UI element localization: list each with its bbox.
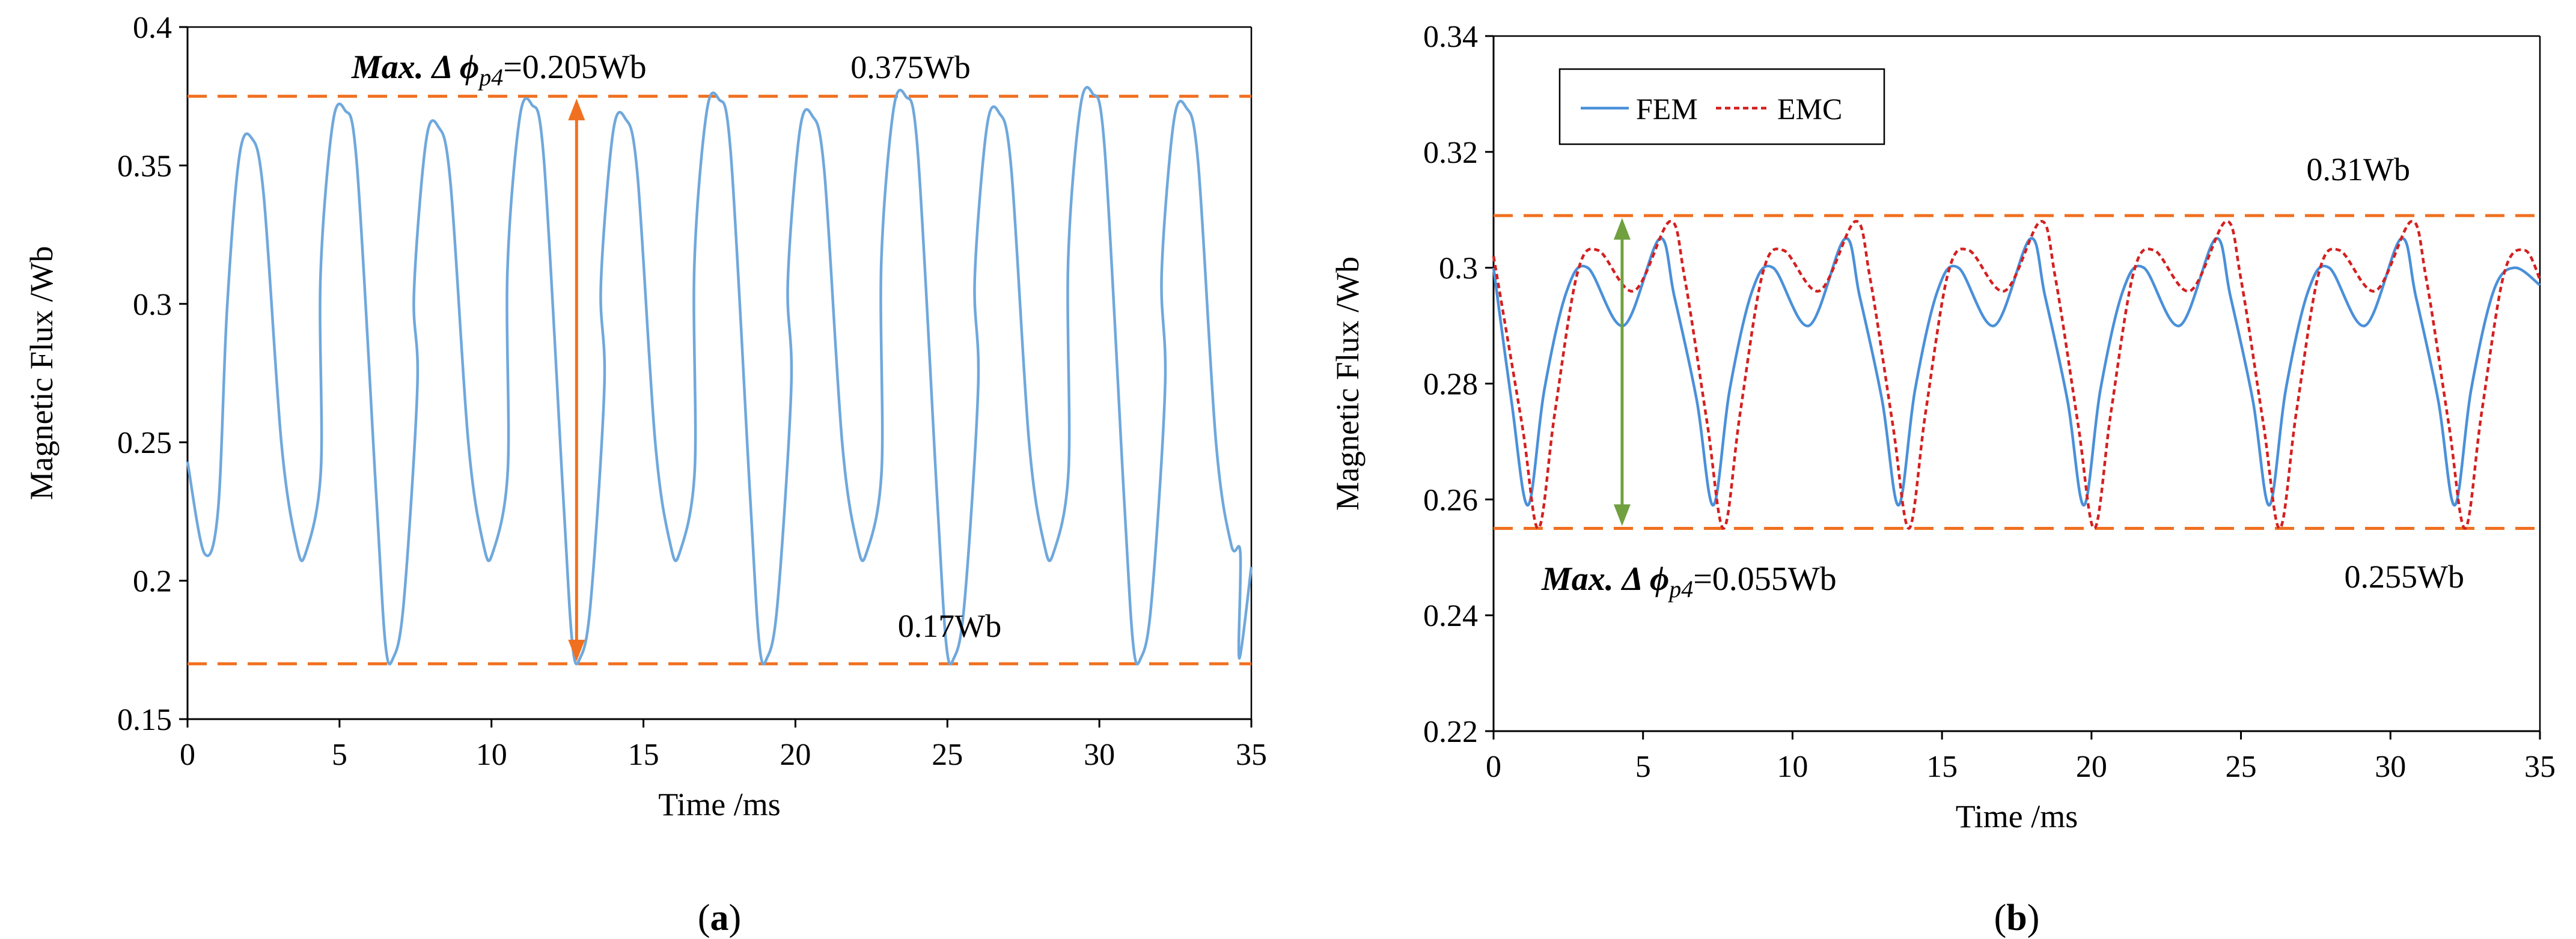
panel-a-x-tick-label: 10 <box>476 738 507 772</box>
chart-panel-a: 0.15 0.2 0.25 0.3 0.35 0.4 0 5 10 15 20 25 30 35 Time … <box>23 11 1267 938</box>
panel-b-x-tick-label: 10 <box>1777 750 1808 784</box>
panel-b-series-fem-line <box>1492 237 2541 507</box>
panel-b-y-tick-label: 0.3 <box>1439 252 1478 286</box>
panel-b-y-tick-label: 0.24 <box>1423 599 1478 633</box>
panel-a-x-tick-label: 5 <box>332 738 347 772</box>
panel-b-x-tick-label: 20 <box>2076 750 2107 784</box>
panel-b-range-arrow-head-bottom <box>1613 504 1631 526</box>
panel-a-x-tick-label: 35 <box>1236 738 1267 772</box>
panel-b-legend-label-fem: FEM <box>1636 92 1698 126</box>
panel-b-legend-label-emc: EMC <box>1777 92 1842 126</box>
panel-a-range-arrow-head-bottom <box>568 639 585 661</box>
panel-a-x-tick-label: 15 <box>628 738 659 772</box>
panel-a-y-tick-label: 0.15 <box>117 703 172 737</box>
panel-a-y-tick-label: 0.4 <box>133 11 172 45</box>
panel-b-x-tick-label: 0 <box>1486 750 1501 784</box>
panel-b-panel-label: (b) <box>1994 898 2040 938</box>
panel-a-x-tick-label: 0 <box>180 738 195 772</box>
panel-b-y-tick-label: 0.34 <box>1423 20 1478 54</box>
panel-a-x-tick-label: 30 <box>1084 738 1115 772</box>
panel-b-y-axis-label: Magnetic Flux /Wb <box>1329 257 1366 511</box>
panel-b-guide-label-min: 0.255Wb <box>2345 559 2464 595</box>
panel-a-y-axis-label: Magnetic Flux /Wb <box>23 246 60 500</box>
panel-b-guide-label-max: 0.31Wb <box>2307 151 2410 187</box>
panel-a-panel-label: (a) <box>698 898 741 938</box>
panel-a-guide-label-min: 0.17Wb <box>898 608 1001 644</box>
panel-b-x-tick-label: 30 <box>2375 750 2406 784</box>
panel-b-legend-box <box>1558 68 1885 145</box>
panel-a-y-tick-label: 0.35 <box>117 149 172 183</box>
panel-b-max-delta-annotation: Max. Δ ϕp4=0.055Wb <box>1541 561 1837 603</box>
panel-a-series-fem-line <box>186 86 1253 666</box>
panel-b-y-tick-label: 0.22 <box>1423 715 1478 749</box>
panel-b-y-tick-label: 0.32 <box>1423 136 1478 170</box>
panel-b-x-tick-label: 35 <box>2524 750 2556 784</box>
panel-a-x-tick-label: 20 <box>780 738 811 772</box>
panel-a-guide-label-max: 0.375Wb <box>850 49 970 85</box>
panel-b-y-tick-label: 0.26 <box>1423 483 1478 517</box>
panel-b-x-tick-label: 15 <box>1926 750 1958 784</box>
panel-a-max-delta-annotation: Max. Δ ϕp4=0.205Wb <box>351 49 647 91</box>
panel-b-y-tick-label: 0.28 <box>1423 368 1478 402</box>
panel-b-x-axis-label: Time /ms <box>1956 798 2078 834</box>
panel-b-x-tick-label: 5 <box>1635 750 1651 784</box>
panel-a-x-axis-label: Time /ms <box>658 786 781 822</box>
chart-panel-b: 0.22 0.24 0.26 0.28 0.3 0.32 0.34 0 5 10 15 20 25 30 3… <box>1329 20 2556 938</box>
panel-a-y-tick-label: 0.3 <box>133 288 172 322</box>
panel-b-range-arrow-head-top <box>1613 217 1631 240</box>
panel-a-y-tick-label: 0.25 <box>117 426 172 460</box>
panel-a-x-tick-label: 25 <box>932 738 963 772</box>
panel-b-legend: FEM EMC <box>1558 68 1885 145</box>
panel-b-x-tick-label: 25 <box>2226 750 2257 784</box>
panel-a-y-tick-label: 0.2 <box>133 565 172 599</box>
panel-a-range-arrow-head-top <box>568 99 585 121</box>
panel-b-series-emc-line <box>1492 220 2542 530</box>
